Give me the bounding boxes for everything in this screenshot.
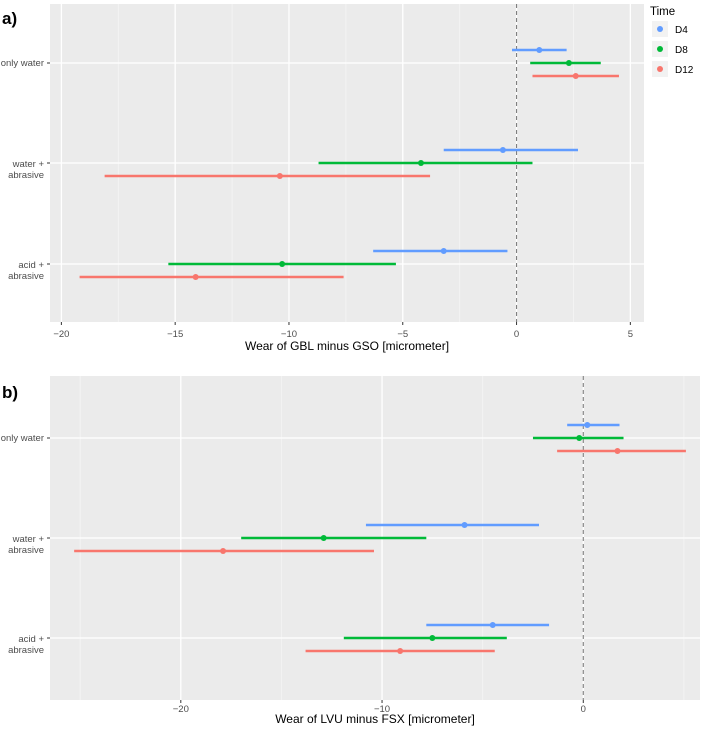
panel-label: b) bbox=[2, 383, 18, 402]
legend-key-D12 bbox=[657, 66, 663, 72]
panel-label: a) bbox=[2, 9, 17, 28]
legend-label-D4: D4 bbox=[675, 25, 688, 36]
category-label: water + bbox=[12, 534, 45, 545]
category-label: abrasive bbox=[8, 271, 44, 282]
point-estimate-D8 bbox=[320, 535, 327, 541]
x-tick-label: −5 bbox=[397, 329, 408, 340]
legend-key-D4 bbox=[657, 26, 663, 32]
point-estimate-D4 bbox=[461, 522, 468, 528]
legend-label-D12: D12 bbox=[675, 65, 694, 76]
category-label: only water bbox=[1, 433, 44, 444]
x-tick-label: 5 bbox=[628, 329, 633, 340]
x-tick-label: −20 bbox=[53, 329, 69, 340]
x-tick-label: 0 bbox=[514, 329, 519, 340]
legend-title: Time bbox=[650, 6, 675, 18]
point-estimate-D12 bbox=[220, 548, 227, 554]
category-label: water + bbox=[12, 159, 45, 170]
point-estimate-D4 bbox=[584, 422, 591, 428]
category-label: abrasive bbox=[8, 545, 44, 556]
x-tick-label: −15 bbox=[167, 329, 183, 340]
x-axis-label: Wear of GBL minus GSO [micrometer] bbox=[245, 339, 449, 353]
point-estimate-D12 bbox=[397, 648, 404, 654]
point-estimate-D8 bbox=[417, 160, 424, 166]
x-tick-label: −10 bbox=[374, 704, 390, 715]
point-estimate-D4 bbox=[489, 622, 496, 628]
point-estimate-D8 bbox=[279, 261, 286, 267]
x-tick-label: 0 bbox=[581, 704, 586, 715]
x-tick-label: −20 bbox=[173, 704, 189, 715]
legend-key-D8 bbox=[657, 46, 663, 52]
point-estimate-D12 bbox=[572, 73, 579, 79]
category-label: acid + bbox=[18, 634, 44, 645]
x-tick-label: −10 bbox=[281, 329, 297, 340]
legend-label-D8: D8 bbox=[675, 45, 688, 56]
point-estimate-D4 bbox=[536, 47, 543, 53]
category-label: only water bbox=[1, 58, 44, 69]
point-estimate-D4 bbox=[499, 147, 506, 153]
point-estimate-D8 bbox=[565, 60, 572, 66]
category-label: abrasive bbox=[8, 170, 44, 181]
category-label: acid + bbox=[18, 260, 44, 271]
point-estimate-D12 bbox=[192, 274, 199, 280]
x-axis-label: Wear of LVU minus FSX [micrometer] bbox=[275, 712, 475, 726]
point-estimate-D8 bbox=[429, 635, 436, 641]
point-estimate-D12 bbox=[276, 173, 283, 179]
point-estimate-D12 bbox=[614, 448, 621, 454]
point-estimate-D8 bbox=[576, 435, 583, 441]
category-label: abrasive bbox=[8, 645, 44, 656]
point-estimate-D4 bbox=[440, 248, 447, 254]
